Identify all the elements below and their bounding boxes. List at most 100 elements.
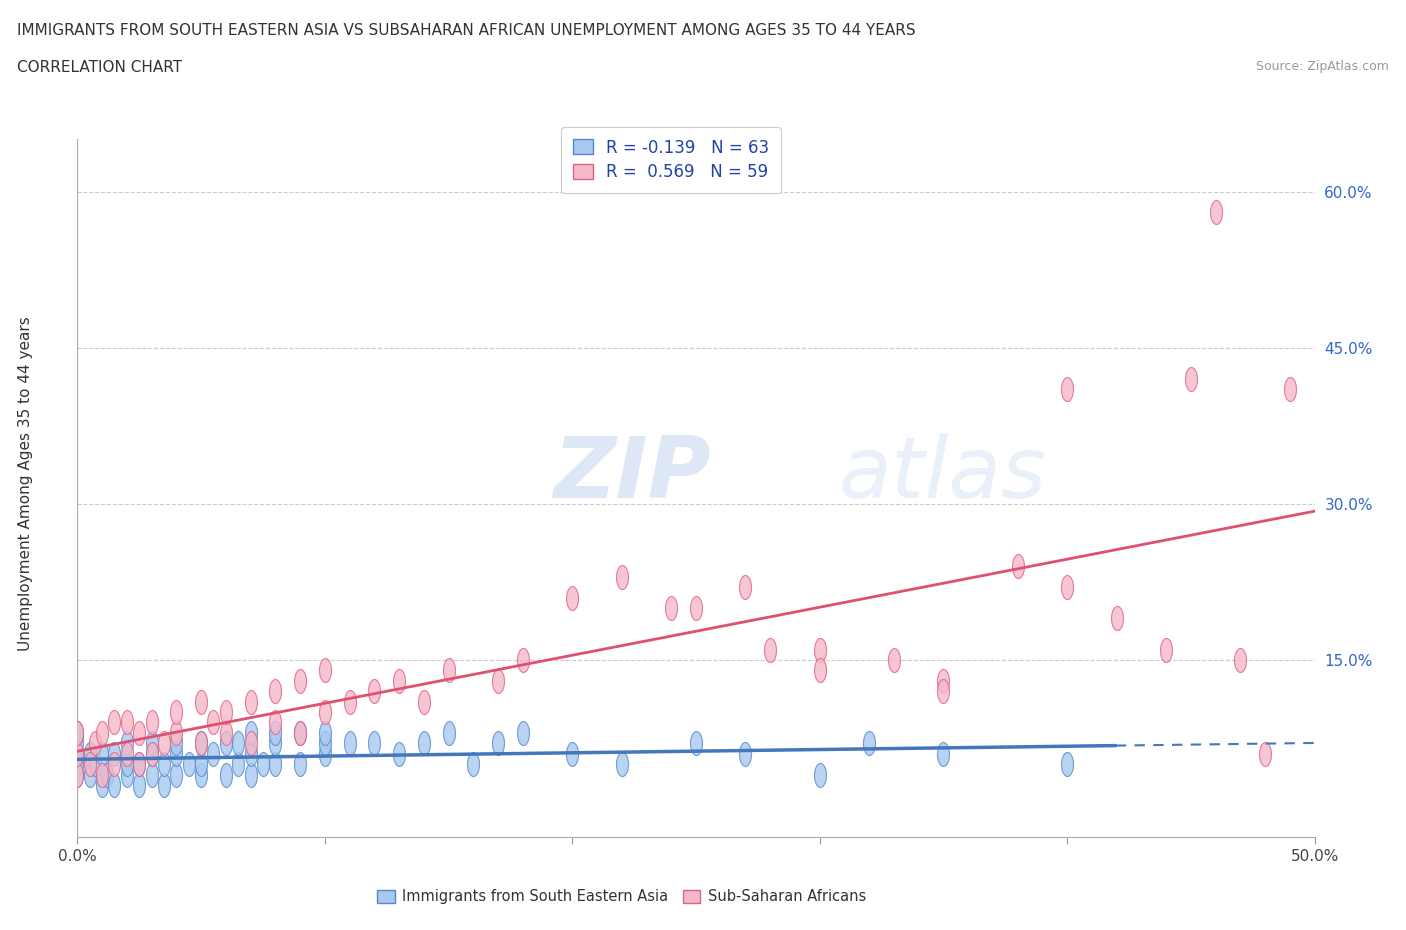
Point [363, 684, 385, 698]
Point [128, 777, 150, 792]
Point [314, 736, 336, 751]
Point [561, 591, 583, 605]
Point [83, 736, 105, 751]
Point [165, 725, 187, 740]
Point [288, 725, 311, 740]
Point [685, 601, 707, 616]
Point [128, 725, 150, 740]
Point [115, 746, 138, 761]
Point [339, 694, 361, 709]
Point [115, 715, 138, 730]
Point [79, 746, 101, 761]
Point [288, 725, 311, 740]
Point [932, 673, 955, 688]
Point [165, 736, 187, 751]
Point [659, 601, 682, 616]
Point [79, 757, 101, 772]
Point [103, 757, 125, 772]
Point [103, 715, 125, 730]
Legend: Immigrants from South Eastern Asia, Sub-Saharan Africans: Immigrants from South Eastern Asia, Sub-… [371, 884, 872, 910]
Text: IMMIGRANTS FROM SOUTH EASTERN ASIA VS SUBSAHARAN AFRICAN UNEMPLOYMENT AMONG AGES: IMMIGRANTS FROM SOUTH EASTERN ASIA VS SU… [17, 23, 915, 38]
Point [190, 767, 212, 782]
Point [1056, 382, 1078, 397]
Point [202, 746, 225, 761]
Point [264, 684, 287, 698]
Point [388, 746, 411, 761]
Point [412, 694, 434, 709]
Point [486, 736, 509, 751]
Point [91, 767, 114, 782]
Point [883, 653, 905, 668]
Point [190, 757, 212, 772]
Point [1180, 371, 1202, 386]
Point [1254, 746, 1277, 761]
Point [734, 579, 756, 594]
Point [66, 767, 89, 782]
Point [1056, 757, 1078, 772]
Point [153, 757, 176, 772]
Point [165, 705, 187, 720]
Point [115, 767, 138, 782]
Point [808, 643, 831, 658]
Point [103, 746, 125, 761]
Text: atlas: atlas [838, 432, 1046, 516]
Point [66, 767, 89, 782]
Point [226, 736, 249, 751]
Point [66, 725, 89, 740]
Point [83, 757, 105, 772]
Point [512, 725, 534, 740]
Point [339, 736, 361, 751]
Point [610, 569, 633, 584]
Point [388, 673, 411, 688]
Point [190, 694, 212, 709]
Point [96, 767, 118, 782]
Point [215, 725, 238, 740]
Point [141, 715, 163, 730]
Point [1229, 653, 1251, 668]
Point [66, 746, 89, 761]
Point [412, 736, 434, 751]
Point [1105, 611, 1128, 626]
Point [264, 757, 287, 772]
Point [314, 705, 336, 720]
Point [463, 757, 485, 772]
Text: ZIP: ZIP [554, 432, 711, 516]
Point [759, 643, 782, 658]
Point [932, 684, 955, 698]
Point [153, 777, 176, 792]
Point [288, 673, 311, 688]
Point [66, 757, 89, 772]
Point [128, 757, 150, 772]
Point [115, 757, 138, 772]
Point [561, 746, 583, 761]
Point [190, 736, 212, 751]
Point [215, 705, 238, 720]
Text: Unemployment Among Ages 35 to 44 years: Unemployment Among Ages 35 to 44 years [18, 316, 32, 651]
Point [239, 725, 262, 740]
Point [215, 736, 238, 751]
Point [1056, 579, 1078, 594]
Point [66, 746, 89, 761]
Point [314, 725, 336, 740]
Point [808, 767, 831, 782]
Point [808, 663, 831, 678]
Point [264, 715, 287, 730]
Point [734, 746, 756, 761]
Point [165, 746, 187, 761]
Point [177, 757, 200, 772]
Point [858, 736, 880, 751]
Point [437, 725, 460, 740]
Text: Source: ZipAtlas.com: Source: ZipAtlas.com [1256, 60, 1389, 73]
Point [314, 746, 336, 761]
Point [66, 725, 89, 740]
Point [202, 715, 225, 730]
Point [932, 746, 955, 761]
Point [190, 736, 212, 751]
Point [226, 757, 249, 772]
Point [79, 767, 101, 782]
Point [288, 757, 311, 772]
Point [437, 663, 460, 678]
Point [512, 653, 534, 668]
Point [91, 746, 114, 761]
Point [91, 777, 114, 792]
